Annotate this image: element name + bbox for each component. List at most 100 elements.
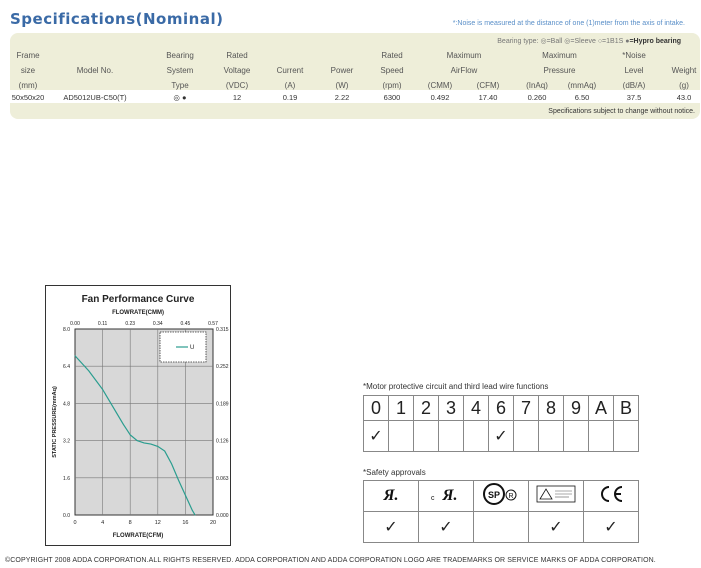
svg-text:R: R bbox=[508, 493, 513, 500]
y2-tick-label: 0.252 bbox=[216, 364, 229, 370]
spec-header-cell: Weight bbox=[671, 66, 697, 75]
checkmark-icon: ✓ bbox=[439, 519, 453, 536]
motor-code-cell: 2 bbox=[413, 395, 439, 421]
spec-header-unit: (InAq) bbox=[526, 81, 548, 90]
x-tick-label: 8 bbox=[129, 520, 132, 526]
spec-header-cell: (VDC) bbox=[225, 81, 249, 90]
spec-cell: AD5012UB-C50(T) bbox=[63, 93, 127, 102]
spec-header-cell: (mm) bbox=[18, 81, 38, 90]
data-point bbox=[150, 443, 152, 445]
motor-functions-label: *Motor protective circuit and third lead… bbox=[363, 382, 549, 391]
spec-header-cell: (rpm) bbox=[382, 81, 402, 90]
data-point bbox=[157, 446, 159, 447]
spec-header-group: Pressure bbox=[543, 66, 576, 75]
spec-cell: 2.22 bbox=[334, 93, 350, 102]
spec-header-cell: size bbox=[20, 66, 36, 75]
spec-header-cell: Voltage bbox=[223, 66, 251, 75]
motor-check-cell: ✓ bbox=[363, 420, 389, 452]
y-tick-label: 8.0 bbox=[63, 327, 70, 333]
data-point bbox=[164, 450, 166, 452]
x-tick-label: 16 bbox=[182, 520, 188, 526]
spec-header-cell: (A) bbox=[284, 81, 296, 90]
spec-cell: 17.40 bbox=[478, 93, 498, 102]
motor-code-cell: A bbox=[588, 395, 614, 421]
checkmark-icon: ✓ bbox=[369, 428, 383, 445]
x-tick-label: 12 bbox=[155, 520, 161, 526]
safety-logo-ce-icon bbox=[583, 480, 639, 512]
spec-header-cell: Speed bbox=[380, 66, 404, 75]
safety-logo-csa-icon: SP R bbox=[473, 480, 529, 512]
safety-check-cell: ✓ bbox=[528, 511, 584, 543]
spec-table-panel bbox=[10, 33, 700, 119]
svg-text:c: c bbox=[431, 495, 435, 502]
y-tick-label: 1.6 bbox=[63, 476, 70, 482]
motor-check-cell: ✓ bbox=[488, 420, 514, 452]
x2-tick-label: 0.57 bbox=[208, 321, 218, 327]
spec-header-cell: Rated bbox=[226, 51, 248, 60]
y2-tick-label: 0.063 bbox=[216, 476, 229, 482]
svg-text:Я.: Я. bbox=[382, 487, 398, 504]
data-point bbox=[116, 412, 117, 414]
x2-tick-label: 0.45 bbox=[181, 321, 191, 327]
safety-approvals-table: Я. c Я. SP R ✓ ✓ ✓ ✓ bbox=[363, 480, 639, 543]
spec-cell: 50x50x20 bbox=[11, 93, 45, 102]
spec-header-unit: (CFM) bbox=[476, 81, 500, 90]
spec-footnote: Specifications subject to change without… bbox=[548, 108, 695, 115]
motor-code-cell: 8 bbox=[538, 395, 564, 421]
bearing-legend-hypro: =Hypro bearing bbox=[629, 38, 681, 45]
data-point bbox=[88, 370, 90, 372]
hypro-bearing-icon: ● bbox=[625, 38, 630, 45]
spec-header-cell: Power bbox=[330, 66, 354, 75]
safety-check-cell bbox=[473, 511, 529, 543]
motor-check-cell bbox=[513, 420, 539, 452]
motor-code-cell: 4 bbox=[463, 395, 489, 421]
spec-cell: 6.50 bbox=[574, 93, 590, 102]
spec-table-row-band bbox=[10, 90, 700, 103]
data-point bbox=[136, 440, 138, 441]
spec-header-group: Maximum bbox=[446, 51, 482, 60]
x2-axis-label: FLOWRATE(CMM) bbox=[112, 310, 164, 316]
spec-header-cell: Current bbox=[276, 66, 304, 75]
fan-performance-chart: Fan Performance Curve FLOWRATE(CMM) FLOWRA… bbox=[45, 285, 231, 546]
y-tick-label: 6.4 bbox=[63, 364, 70, 370]
y2-tick-label: 0.189 bbox=[216, 401, 229, 407]
safety-logo-ul-icon: Я. bbox=[363, 480, 419, 512]
chart-title: Fan Performance Curve bbox=[82, 294, 195, 305]
spec-header-group: Maximum bbox=[542, 51, 577, 60]
data-point bbox=[122, 423, 124, 425]
spec-header-cell: *Noise bbox=[622, 51, 646, 60]
bearing-legend-items: ◎=Ball ◎=Sleeve ○=1B1S bbox=[540, 38, 624, 45]
spec-header-cell: Model No. bbox=[76, 66, 114, 75]
spec-header-cell: Frame bbox=[16, 51, 40, 60]
motor-code-cell: 0 bbox=[363, 395, 389, 421]
data-point bbox=[171, 463, 172, 465]
motor-code-cell: 7 bbox=[513, 395, 539, 421]
safety-check-cell: ✓ bbox=[363, 511, 419, 543]
svg-text:SP: SP bbox=[488, 490, 500, 500]
data-point bbox=[143, 442, 145, 444]
data-point bbox=[178, 479, 179, 481]
page-title: Specifications(Nominal) bbox=[10, 10, 224, 28]
motor-check-cell bbox=[613, 420, 639, 452]
y-axis-label: STATIC PRESSURE(mmAq) bbox=[52, 386, 58, 458]
data-point bbox=[194, 514, 196, 516]
copyright-notice: ©COPYRIGHT 2008 ADDA CORPORATION.ALL RIG… bbox=[5, 557, 656, 564]
motor-code-cell: 6 bbox=[488, 395, 514, 421]
safety-approvals-label: *Safety approvals bbox=[363, 468, 426, 477]
spec-header-cell: Bearing bbox=[166, 51, 194, 60]
motor-check-cell bbox=[563, 420, 589, 452]
y-tick-label: 4.8 bbox=[63, 401, 70, 407]
x-axis-label: FLOWRATE(CFM) bbox=[113, 533, 164, 539]
spec-header-unit: (CMM) bbox=[427, 81, 453, 90]
data-point bbox=[191, 509, 193, 511]
data-point bbox=[102, 389, 103, 390]
motor-check-cell bbox=[538, 420, 564, 452]
spec-cell: 37.5 bbox=[626, 93, 642, 102]
safety-logo-tuv-icon bbox=[528, 480, 584, 512]
x2-tick-label: 0.23 bbox=[125, 321, 135, 327]
x-tick-label: 20 bbox=[210, 520, 216, 526]
motor-code-cell: B bbox=[613, 395, 639, 421]
bearing-legend-label: Bearing type: bbox=[497, 38, 539, 45]
y-tick-label: 3.2 bbox=[63, 439, 70, 445]
x2-tick-label: 0.00 bbox=[70, 321, 80, 327]
